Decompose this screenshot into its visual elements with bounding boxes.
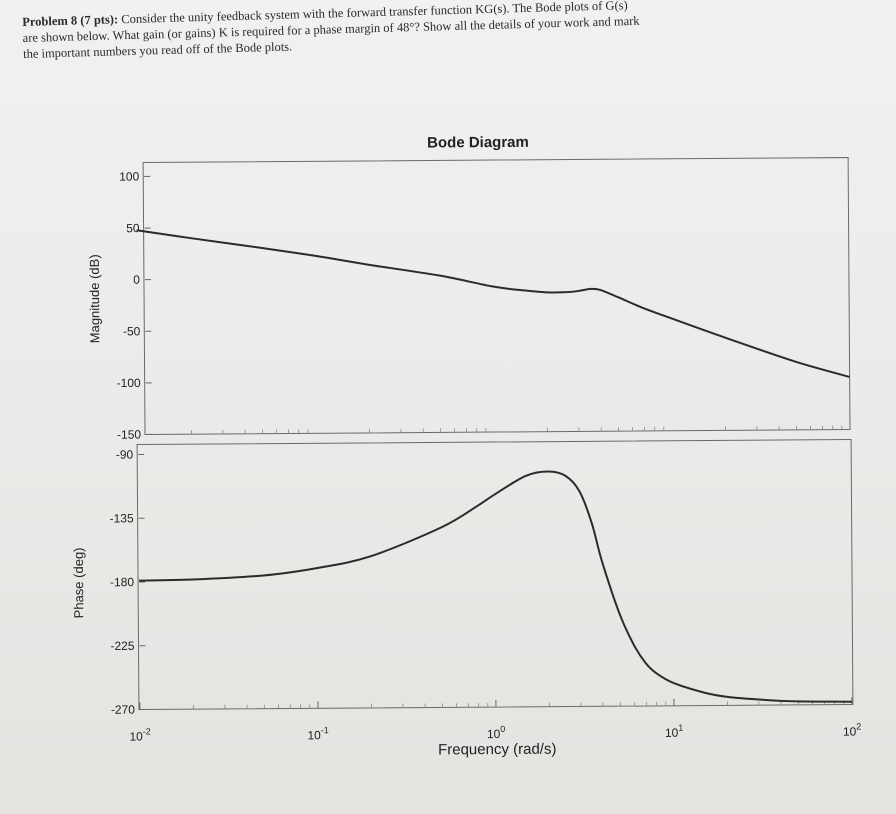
phase-axis-label: Phase (deg) [71,547,86,618]
magnitude-plot-frame [142,157,851,435]
magnitude-axis-label: Magnitude (dB) [87,254,103,343]
phase-tick-label: -225 [110,639,134,653]
magnitude-curve [136,229,850,378]
magnitude-tick-label: -150 [117,428,141,442]
frequency-tick-label: 10-1 [307,725,328,742]
magnitude-tick-label: 50 [126,221,140,235]
frequency-tick-label: 10-2 [129,726,150,743]
frequency-axis-label: Frequency (rad/s) [438,741,556,759]
phase-tick-label: -270 [111,703,135,717]
frequency-tick-label: 101 [665,723,683,740]
phase-tick-label: -90 [116,448,134,462]
phase-axis: -90 -135 -180 -225 -270 [110,448,146,717]
frequency-tick-label: 102 [843,721,861,738]
magnitude-tick-label: 0 [133,273,140,287]
phase-tick-label: -135 [110,511,134,525]
magnitude-tick-label: -50 [123,324,141,338]
phase-plot-frame [136,439,854,711]
magnitude-tick-label: 100 [119,170,139,184]
phase-curve [139,470,852,703]
chart-title: Bode Diagram [427,134,529,152]
magnitude-axis: 100 50 0 -50 -100 -150 [117,170,153,442]
frequency-axis: 10-2 10-1 100 101 102 [129,425,861,744]
frequency-tick-label: 100 [487,724,505,741]
magnitude-tick-label: -100 [117,376,141,390]
phase-tick-label: -180 [110,575,134,589]
